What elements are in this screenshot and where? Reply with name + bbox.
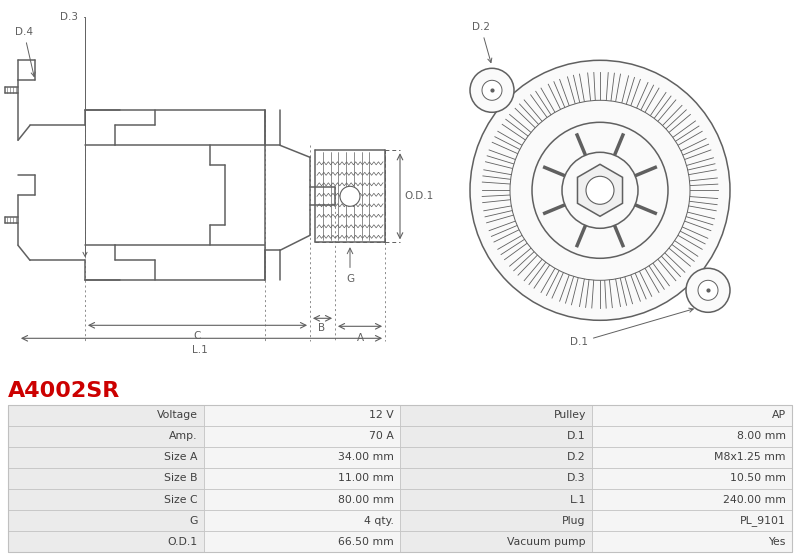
Text: D.1: D.1 [570,308,694,347]
Text: D.1: D.1 [567,431,586,441]
Text: 66.50 mm: 66.50 mm [338,537,394,547]
Text: 8.00 mm: 8.00 mm [737,431,786,441]
Polygon shape [578,164,622,217]
Bar [204,405,400,426]
Circle shape [482,80,502,100]
Bar [592,510,792,531]
Text: 11.00 mm: 11.00 mm [338,474,394,483]
Text: Vacuum pump: Vacuum pump [507,537,586,547]
Text: Yes: Yes [768,537,786,547]
Circle shape [470,60,730,320]
Bar [8,405,204,426]
Circle shape [532,122,668,258]
Bar [8,447,204,468]
Circle shape [686,268,730,312]
Bar [204,489,400,510]
Text: PL_9101: PL_9101 [740,515,786,526]
Bar [8,489,204,510]
Bar [8,510,204,531]
Bar [204,426,400,447]
Text: 10.50 mm: 10.50 mm [730,474,786,483]
Text: D.3: D.3 [60,12,87,257]
Bar [592,468,792,489]
Circle shape [698,280,718,300]
Bar [8,468,204,489]
Text: D.4: D.4 [15,27,35,76]
Text: A: A [357,333,363,343]
Bar [204,447,400,468]
Bar [400,531,592,552]
Circle shape [562,152,638,228]
Bar [400,468,592,489]
Bar [400,426,592,447]
Text: 34.00 mm: 34.00 mm [338,453,394,463]
Text: D.3: D.3 [567,474,586,483]
Bar [204,510,400,531]
Bar [204,531,400,552]
Circle shape [510,100,690,280]
Circle shape [340,186,360,206]
Bar [400,510,592,531]
Text: M8x1.25 mm: M8x1.25 mm [714,453,786,463]
Text: 12 V: 12 V [369,410,394,420]
Bar [8,426,204,447]
Text: D.2: D.2 [567,453,586,463]
Bar [8,531,204,552]
Text: 70 A: 70 A [369,431,394,441]
Text: G: G [190,516,198,526]
Text: Voltage: Voltage [157,410,198,420]
Text: 4 qty.: 4 qty. [364,516,394,526]
Bar [592,489,792,510]
Bar [400,447,592,468]
Text: 80.00 mm: 80.00 mm [338,494,394,504]
Text: G: G [346,275,354,284]
Text: 240.00 mm: 240.00 mm [723,494,786,504]
Text: B: B [318,323,326,333]
Bar [400,489,592,510]
Bar [204,468,400,489]
Text: L.1: L.1 [570,494,586,504]
Text: A4002SR: A4002SR [8,381,120,401]
Circle shape [470,68,514,112]
Text: Size A: Size A [164,453,198,463]
Text: O.D.1: O.D.1 [404,191,434,201]
Text: Plug: Plug [562,516,586,526]
Circle shape [586,176,614,204]
Bar [400,405,592,426]
Text: Pulley: Pulley [554,410,586,420]
Bar [592,531,792,552]
Bar [592,447,792,468]
Bar [592,405,792,426]
Text: O.D.1: O.D.1 [168,537,198,547]
Text: C: C [194,331,201,341]
Bar [592,426,792,447]
Text: D.2: D.2 [472,22,492,62]
Text: Size C: Size C [164,494,198,504]
Text: L.1: L.1 [192,345,208,355]
Text: Amp.: Amp. [170,431,198,441]
Text: AP: AP [772,410,786,420]
Text: Size B: Size B [164,474,198,483]
